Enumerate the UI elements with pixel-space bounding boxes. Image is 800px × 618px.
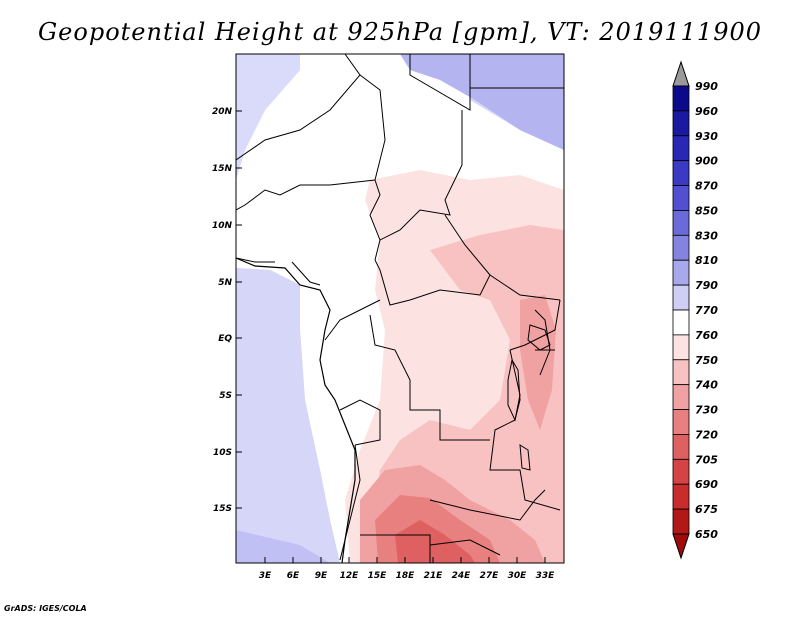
colorbar-level-label: 810 — [695, 254, 718, 267]
colorbar-level-label: 790 — [695, 279, 718, 292]
x-tick-label: 3E — [259, 571, 272, 581]
colorbar-level-label: 850 — [695, 204, 718, 217]
colorbar-swatch — [672, 284, 690, 311]
colorbar-swatch — [672, 160, 690, 186]
colorbar-level-label: 705 — [695, 453, 718, 466]
y-ticks — [236, 110, 242, 509]
map-title: Geopotential Height at 925hPa [gpm], VT:… — [38, 18, 762, 46]
field-790-810 — [400, 54, 564, 150]
x-tick-label: 30E — [508, 571, 528, 581]
lakes — [507, 324, 555, 471]
x-ticks — [264, 557, 546, 563]
map-frame — [235, 53, 565, 564]
field-north-light — [236, 54, 300, 180]
coastline — [236, 257, 356, 563]
colorbar-swatch — [672, 334, 690, 361]
colorbar-swatch — [672, 384, 690, 410]
x-tick-label: 9E — [315, 571, 328, 581]
colorbar-level-label: 760 — [695, 329, 718, 342]
colorbar-swatch — [672, 483, 690, 510]
colorbar-swatch — [672, 185, 690, 211]
x-tick-label: 21E — [424, 571, 444, 581]
colorbar-swatch — [672, 85, 690, 112]
y-tick-label: 20N — [212, 107, 233, 117]
field-705-720 — [395, 520, 475, 563]
x-tick-label: 15E — [368, 571, 388, 581]
colorbar-swatch — [672, 135, 690, 162]
colorbar: 990 960 930 900 870 850 830 810 790 770 760 750 740 7… — [672, 60, 718, 560]
colorbar-level-label: 830 — [695, 229, 718, 242]
x-tick-label: 12E — [340, 571, 360, 581]
y-tick-label: 10N — [212, 221, 233, 231]
grads-credit: GrADS: IGES/COLA — [4, 604, 87, 613]
y-tick-label: EQ — [218, 334, 232, 344]
colorbar-level-label: 900 — [695, 155, 718, 168]
colorbar-level-label: 675 — [695, 503, 718, 516]
y-tick-label: 5S — [219, 391, 232, 401]
colorbar-level-label: 690 — [695, 478, 718, 491]
y-tick-label: 5N — [218, 278, 232, 288]
colorbar-swatch — [672, 210, 690, 236]
colorbar-swatch — [672, 359, 690, 386]
colorbar-top-arrow — [672, 60, 690, 87]
colorbar-bottom-arrow — [672, 533, 690, 560]
y-tick-label: 15S — [213, 504, 232, 514]
colorbar-swatch — [672, 458, 690, 485]
colorbar-swatch — [672, 409, 690, 435]
field-deep-ocean — [236, 530, 330, 563]
x-tick-label: 33E — [536, 571, 556, 581]
colorbar-level-label: 930 — [695, 130, 718, 143]
x-tick-label: 6E — [287, 571, 300, 581]
colorbar-level-label: 770 — [695, 304, 718, 317]
map-plot-area — [236, 54, 564, 563]
colorbar-level-label: 740 — [695, 379, 718, 392]
colorbar-level-label: 990 — [695, 80, 718, 93]
colorbar-level-label: 720 — [695, 428, 718, 441]
x-tick-label: 18E — [396, 571, 416, 581]
y-axis: 20N 15N 10N 5N EQ 5S 10S 15S — [212, 107, 233, 514]
field-ocean-south — [236, 268, 340, 563]
y-tick-label: 15N — [212, 164, 233, 174]
colorbar-swatch — [672, 309, 690, 336]
colorbar-swatch — [672, 508, 690, 535]
colorbar-level-label: 960 — [695, 105, 718, 118]
colorbar-swatch — [672, 434, 690, 460]
colorbar-swatch — [672, 110, 690, 137]
x-tick-label: 24E — [452, 571, 472, 581]
colorbar-level-label: 730 — [695, 404, 718, 417]
x-axis: 3E 6E 9E 12E 15E 18E 21E 24E 27E 30E 33E — [259, 571, 555, 581]
colorbar-swatch — [672, 259, 690, 286]
y-tick-label: 10S — [213, 448, 232, 458]
colorbar-level-label: 650 — [695, 528, 718, 541]
colorbar-level-label: 870 — [695, 180, 718, 193]
x-tick-label: 27E — [480, 571, 500, 581]
country-borders — [236, 54, 564, 563]
colorbar-swatch — [672, 234, 690, 261]
colorbar-level-label: 750 — [695, 354, 718, 367]
